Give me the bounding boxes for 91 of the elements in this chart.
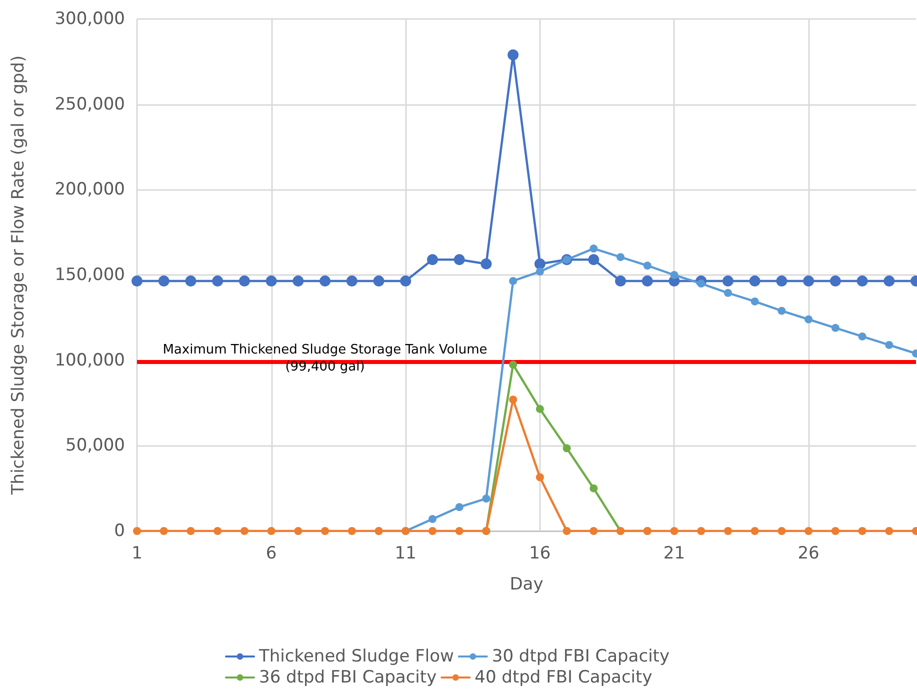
y-axis-title: Thickened Sludge Storage or Flow Rate (gal or gpd) <box>8 55 28 496</box>
x-tick-label: 6 <box>266 544 277 564</box>
point <box>455 527 464 535</box>
point <box>562 527 571 535</box>
x-tick-label: 11 <box>394 544 416 564</box>
point <box>320 275 331 286</box>
point <box>750 297 759 306</box>
point <box>133 527 141 535</box>
point <box>212 275 224 286</box>
point <box>642 275 653 286</box>
x-tick-label: 26 <box>798 544 820 564</box>
point <box>803 275 814 286</box>
point <box>615 275 626 286</box>
point <box>214 527 222 535</box>
y-tick-label: 200,000 <box>54 180 125 200</box>
point <box>294 527 302 535</box>
point <box>509 396 518 404</box>
x-axis-title: Day <box>510 574 544 594</box>
point <box>509 360 518 369</box>
point <box>616 253 625 262</box>
point <box>536 473 544 482</box>
point <box>804 315 813 324</box>
point <box>186 527 195 535</box>
point <box>238 275 250 286</box>
point <box>185 275 196 286</box>
point <box>321 527 330 535</box>
point <box>508 49 519 60</box>
point <box>482 494 490 503</box>
y-tick-label: 300,000 <box>54 9 125 29</box>
y-tick-label: 250,000 <box>54 94 125 114</box>
point <box>830 275 841 286</box>
point <box>346 275 358 286</box>
point <box>454 254 465 266</box>
legend-label: Thickened Sludge Flow <box>258 646 454 666</box>
legend-label: 30 dtpd FBI Capacity <box>492 646 670 666</box>
point <box>426 254 438 266</box>
point <box>778 306 786 315</box>
point <box>480 258 492 270</box>
point <box>643 262 652 270</box>
point <box>884 275 895 286</box>
point <box>132 275 142 286</box>
point <box>722 275 734 286</box>
legend-label: 40 dtpd FBI Capacity <box>474 668 652 688</box>
x-tick-label: 16 <box>529 544 551 564</box>
point <box>858 527 866 535</box>
legend-label: 36 dtpd FBI Capacity <box>259 668 437 688</box>
point <box>562 444 571 452</box>
point <box>292 275 304 286</box>
point <box>266 275 277 286</box>
point <box>590 244 598 253</box>
point <box>697 527 706 535</box>
x-tick-label: 1 <box>132 544 142 564</box>
point <box>750 527 759 535</box>
point <box>590 484 598 492</box>
point <box>749 275 760 286</box>
point <box>267 527 276 535</box>
point <box>428 515 436 524</box>
point <box>858 332 866 340</box>
y-tick-label: 50,000 <box>66 436 125 456</box>
point <box>776 275 788 286</box>
point <box>534 258 546 270</box>
point <box>240 527 248 535</box>
point <box>536 268 544 276</box>
point <box>670 271 678 279</box>
point <box>158 275 170 286</box>
point <box>536 404 544 413</box>
point <box>400 275 412 286</box>
point <box>670 527 678 535</box>
point <box>509 276 518 285</box>
point <box>697 280 706 288</box>
y-tick-label: 100,000 <box>54 350 125 370</box>
point <box>885 527 894 535</box>
x-tick-label: 21 <box>663 544 686 564</box>
point <box>778 527 786 535</box>
point <box>373 275 384 286</box>
point <box>885 340 894 349</box>
point <box>724 288 732 297</box>
point <box>590 527 598 535</box>
y-tick-label: 0 <box>114 521 125 541</box>
point <box>724 527 732 535</box>
point <box>348 527 356 535</box>
point <box>831 324 840 332</box>
point <box>428 527 436 535</box>
y-tick-label: 150,000 <box>54 265 125 285</box>
point <box>160 527 168 535</box>
point <box>588 254 600 266</box>
point <box>804 527 813 535</box>
point <box>831 527 840 535</box>
point <box>856 275 868 286</box>
ref-line-label: Maximum Thickened Sludge Storage Tank Volume (99,400 gal) <box>162 342 488 374</box>
point <box>455 503 464 512</box>
